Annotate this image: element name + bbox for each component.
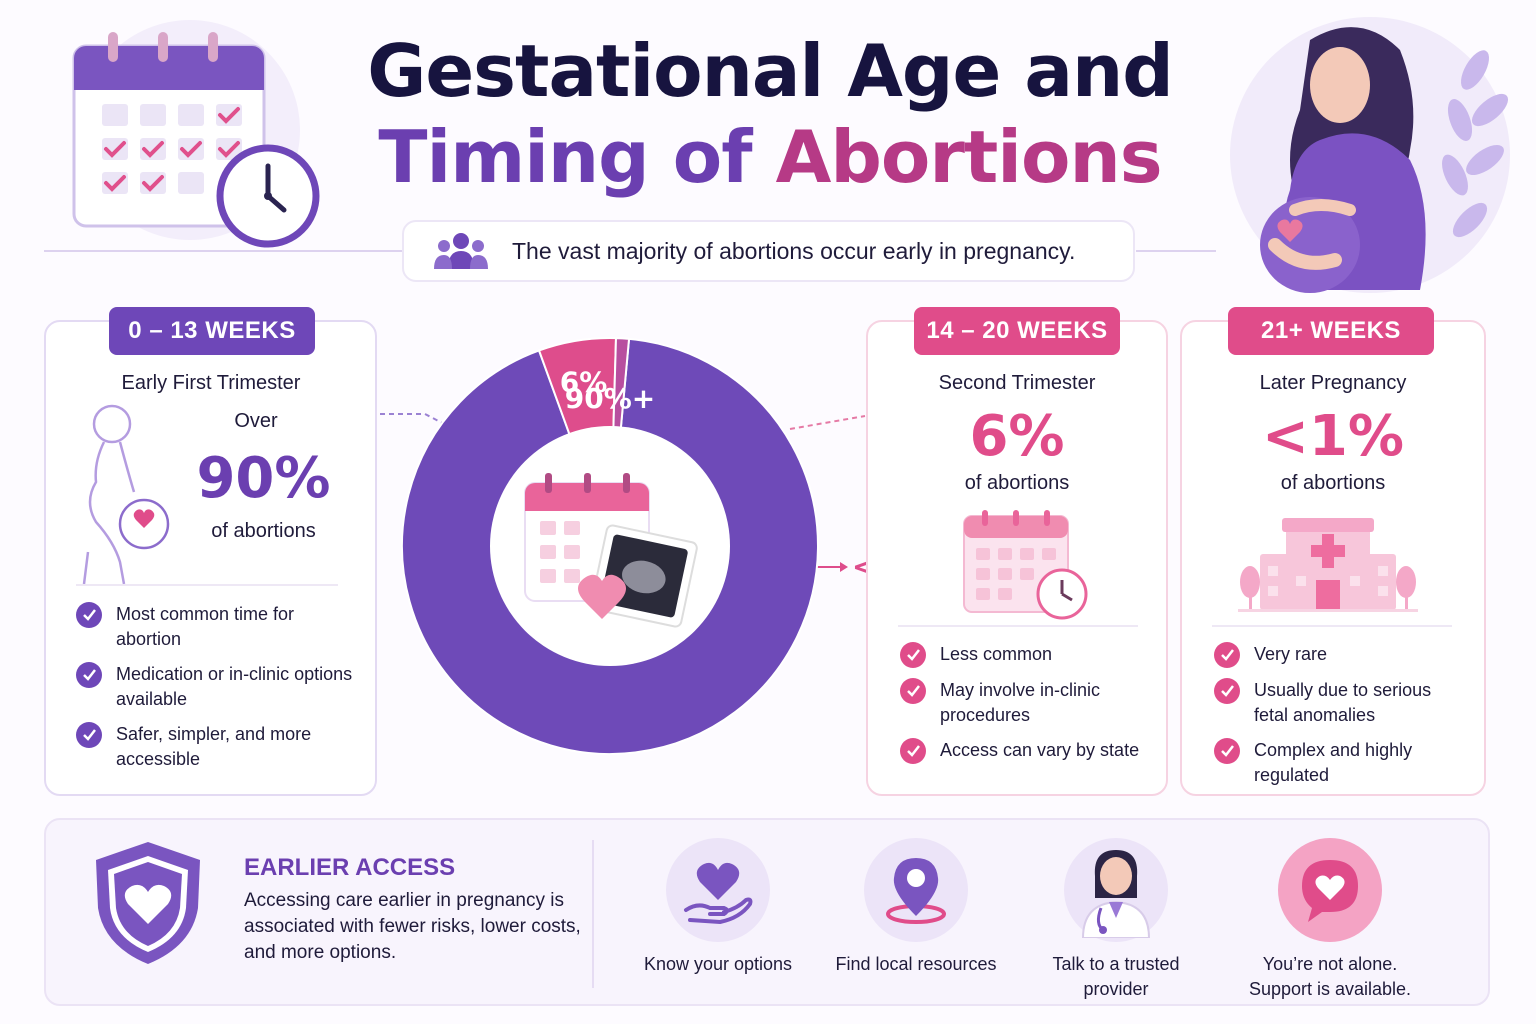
check-icon (76, 722, 102, 748)
map-pin-icon (864, 838, 968, 942)
action-label: Talk to a trusted provider (1052, 954, 1180, 999)
card-divider (898, 625, 1138, 627)
bullet-text: Complex and highly regulated (1254, 740, 1413, 785)
bottom-panel: EARLIER ACCESS Accessing care earlier in… (44, 818, 1490, 1006)
range-badge: 21+ WEEKS (1228, 307, 1434, 355)
card-divider (1212, 625, 1452, 627)
list-item: May involve in-clinic procedures (900, 678, 1150, 728)
bullet-list: Less common May involve in-clinic proced… (900, 642, 1150, 774)
calendar-clock-illustration (72, 20, 320, 248)
action-talk-provider: Talk to a trusted provider (1028, 838, 1204, 1002)
pregnant-woman-illustration (1230, 17, 1510, 293)
gestational-age-donut-chart: 90%+6%<1% (380, 337, 900, 755)
shield-heart-icon (96, 842, 200, 964)
bullet-text: Very rare (1254, 644, 1328, 664)
calendar-ultrasound-icon (524, 473, 698, 628)
of-abortions-label: of abortions (964, 472, 1070, 494)
over-label: Over (234, 410, 278, 432)
subtitle-banner: The vast majority of abortions occur ear… (402, 220, 1135, 282)
title-line-1: Gestational Age and (367, 29, 1173, 113)
percent-value: <1% (1262, 404, 1404, 469)
hospital-icon (1238, 518, 1418, 612)
bullet-text: Medication or in-clinic options availabl… (116, 664, 353, 709)
earlier-access-title: EARLIER ACCESS (244, 854, 456, 881)
card-divider (76, 584, 338, 586)
list-item: Very rare (1214, 642, 1464, 668)
range-badge: 14 – 20 WEEKS (914, 307, 1120, 355)
slice-label: 90%+ (565, 382, 655, 415)
slice-label: 6% (560, 366, 608, 399)
action-know-options: Know your options (628, 838, 808, 977)
bullet-text: Usually due to serious fetal anomalies (1254, 680, 1432, 725)
calendar-clock-icon (963, 510, 1088, 620)
bullet-text: Most common time for abortion (116, 604, 295, 649)
pregnant-outline-icon (82, 404, 170, 585)
list-item: Safer, simpler, and more accessible (76, 722, 356, 772)
bullet-text: May involve in-clinic procedures (940, 680, 1101, 725)
list-item: Most common time for abortion (76, 602, 356, 652)
range-badge: 0 – 13 WEEKS (109, 307, 315, 355)
bullet-text: Access can vary by state (940, 740, 1140, 760)
heart-chat-icon (1278, 838, 1382, 942)
panel-divider (592, 840, 594, 988)
subtitle-text: The vast majority of abortions occur ear… (512, 237, 1076, 264)
list-item: Medication or in-clinic options availabl… (76, 662, 356, 712)
bullet-text: Safer, simpler, and more accessible (116, 724, 312, 769)
check-icon (1214, 678, 1240, 704)
of-abortions-label: of abortions (211, 520, 316, 542)
action-label: Find local resources (835, 954, 997, 974)
check-icon (900, 642, 926, 668)
check-icon (900, 738, 926, 764)
percent-value: 6% (969, 404, 1065, 469)
list-item: Usually due to serious fetal anomalies (1214, 678, 1464, 728)
list-item: Less common (900, 642, 1150, 668)
action-label: Know your options (643, 954, 793, 974)
action-support: You’re not alone. Support is available. (1232, 838, 1428, 1002)
phase-label: Later Pregnancy (1259, 372, 1407, 394)
title-line-2b: Abortions (775, 115, 1163, 199)
of-abortions-label: of abortions (1280, 472, 1386, 494)
card-14-20-weeks: 14 – 20 WEEKS Second Trimester 6% of abo… (866, 307, 1168, 796)
bullet-text: Less common (940, 644, 1053, 664)
divider-left (44, 250, 404, 252)
divider-right (1136, 250, 1216, 252)
check-icon (76, 662, 102, 688)
phase-label: Second Trimester (938, 372, 1096, 394)
card-21-plus-weeks: 21+ WEEKS Later Pregnancy <1% of abortio… (1180, 307, 1486, 798)
doctor-icon (1064, 838, 1168, 942)
heart-hand-icon (666, 838, 770, 942)
check-icon (76, 602, 102, 628)
check-icon (1214, 738, 1240, 764)
list-item: Access can vary by state (900, 738, 1150, 764)
list-item: Complex and highly regulated (1214, 738, 1464, 788)
page-title: Gestational Age and Timing of Abortions (330, 28, 1210, 200)
phase-label: Early First Trimester (121, 372, 301, 394)
check-icon (900, 678, 926, 704)
bullet-list: Most common time for abortion Medication… (76, 602, 356, 782)
percent-value: 90% (196, 446, 331, 511)
earlier-access-text: Accessing care earlier in pregnancy is a… (244, 890, 581, 963)
title-line-2a: Timing of (378, 115, 776, 199)
bullet-list: Very rare Usually due to serious fetal a… (1214, 642, 1464, 798)
action-label: You’re not alone. Support is available. (1248, 954, 1412, 999)
people-icon (434, 233, 488, 269)
action-find-resources: Find local resources (826, 838, 1006, 977)
check-icon (1214, 642, 1240, 668)
card-0-13-weeks: 0 – 13 WEEKS Early First Trimester Over … (44, 307, 377, 796)
